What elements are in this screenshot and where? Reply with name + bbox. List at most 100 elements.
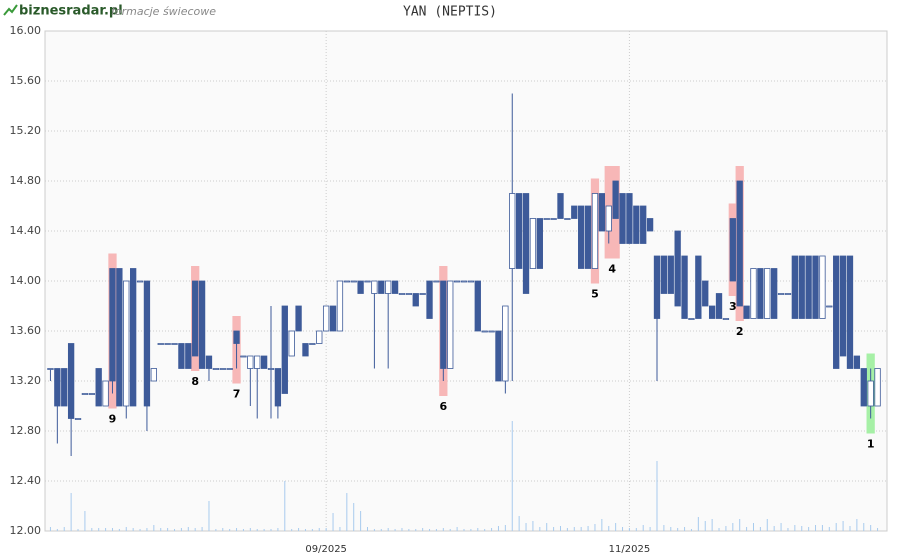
candle-body [819,255,826,319]
volume-bar [842,521,844,531]
candle-body [322,305,330,332]
candle-body [267,368,275,370]
candle-body [619,193,626,244]
volume-bar [91,528,93,531]
pattern-label: 7 [233,388,241,401]
volume-bar [635,528,637,531]
volume-bar [828,527,830,531]
volume-bar [594,524,596,531]
volume-bar [222,528,224,531]
pattern-label: 8 [191,375,199,388]
volume-bar [615,523,617,531]
volume-bar [277,528,279,531]
candle-body [226,368,233,370]
volume-bar [98,528,100,531]
candle-body [771,268,778,319]
candle-body [791,255,798,319]
volume-bar [718,528,720,531]
volume-bar [525,523,527,531]
candle-body [109,268,116,382]
volume-bar [711,519,713,531]
volume-bar [242,529,244,531]
candle-body [681,255,688,319]
candle-body [674,230,681,307]
candle-body [419,293,426,295]
volume-bar [546,523,548,531]
candle-body [667,255,674,294]
volume-bar [821,525,823,531]
volume-bar [270,529,272,531]
candle-body [833,255,840,369]
y-tick-label: 12.00 [10,524,42,537]
candle-body [212,368,220,370]
volume-bar [284,481,286,531]
candle-body [853,355,861,369]
y-tick-label: 14.80 [10,174,42,187]
candle-body [378,280,385,294]
candle-body [102,380,109,407]
pattern-label: 1 [867,438,875,451]
volume-bar [360,511,362,531]
volume-bar [642,525,644,531]
volume-bar [684,527,686,531]
pattern-label: 2 [736,325,744,338]
candle-body [309,343,316,345]
candle-body [529,218,537,269]
candle-body [633,205,640,244]
candle-body [150,368,157,382]
volume-bar [215,529,217,531]
subtitle: formacje świecowe [111,5,216,18]
candle-body [488,330,495,333]
candle-body [646,218,654,232]
volume-bar [463,529,465,531]
y-tick-label: 15.60 [10,74,42,87]
volume-bar [808,527,810,531]
volume-bar [649,527,651,531]
volume-bar [339,527,341,531]
volume-bar [236,528,238,531]
volume-bar [801,526,803,531]
volume-bar [56,529,58,531]
candle-body [874,368,881,407]
candle-body [591,193,599,269]
volume-bar [746,527,748,531]
candle-body [233,330,240,344]
candle-body [571,205,578,219]
candle-body [867,380,874,407]
candle-body [357,280,364,294]
volume-bar [63,527,65,531]
volume-bar [429,529,431,531]
pattern-label: 5 [591,288,599,301]
candle-body [371,280,378,294]
volume-bar [732,523,734,531]
volume-bar [146,528,148,531]
volume-bar [849,526,851,531]
volume-bar [815,525,817,531]
volume-bar [353,503,355,531]
volume-bar [532,521,534,531]
volume-bar [794,525,796,531]
volume-bar [518,516,520,531]
volume-bar [497,526,499,531]
candle-body [95,368,102,407]
pattern-label: 3 [729,300,737,313]
candle-body [522,193,530,294]
candle-body [515,193,523,269]
candle-body [777,293,785,295]
candle-body [626,193,633,244]
candle-body [550,218,557,220]
volume-bar [566,528,568,531]
volume-bar [484,529,486,531]
candle-body [164,343,171,345]
volume-bar [291,529,293,531]
volume-bar [394,529,396,531]
candle-body [405,293,413,295]
volume-bar [422,528,424,531]
candle-body [143,280,151,407]
candle-body [743,305,750,319]
candle-body [715,293,723,319]
volume-bar [380,529,382,531]
y-tick-label: 12.80 [10,424,42,437]
volume-bar [580,527,582,531]
